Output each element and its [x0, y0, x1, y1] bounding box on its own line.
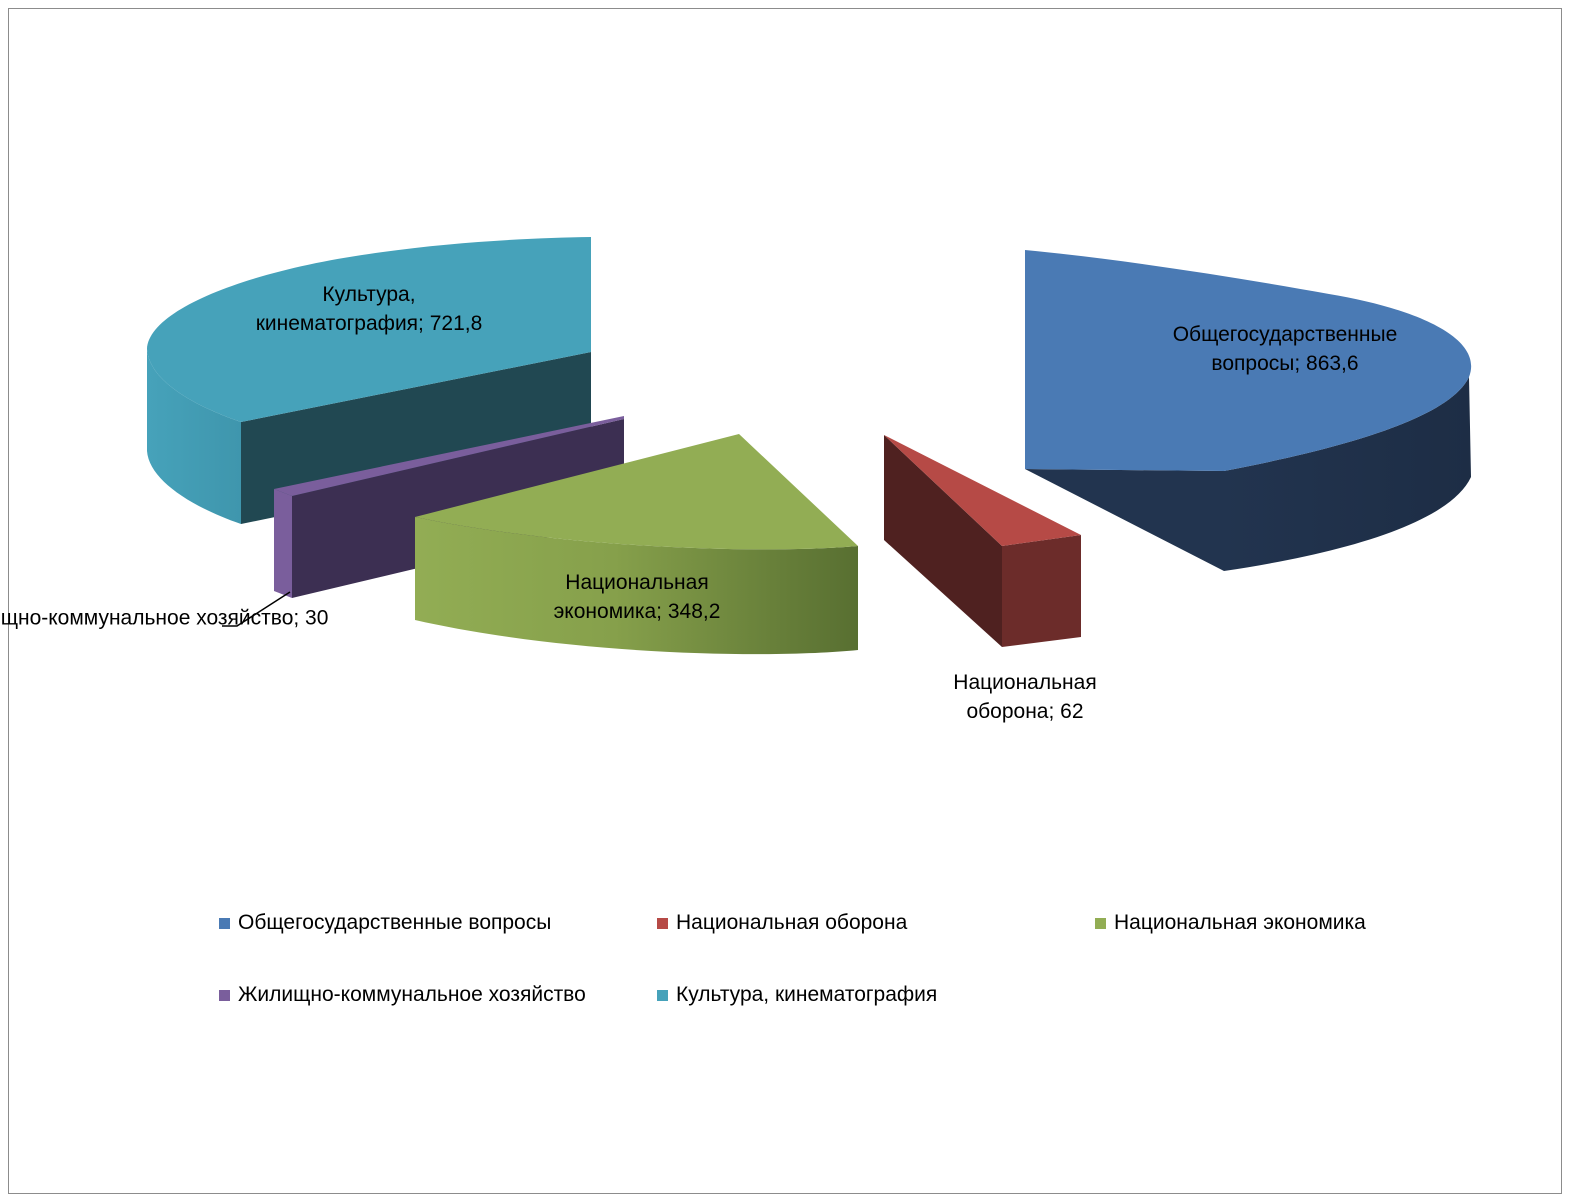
legend-label: Культура, кинематография: [676, 983, 938, 1006]
legend-swatch: [219, 989, 230, 1001]
pie-slice-side: [147, 349, 241, 524]
data-label: Национальная оборона; 62: [953, 671, 1097, 723]
pie-slice-top: [147, 237, 591, 422]
leader-line: [222, 591, 291, 627]
legend-label: Национальная оборона: [676, 911, 908, 934]
pie-slice-side: [415, 517, 858, 655]
pie-slice-side: [274, 489, 292, 598]
legend-swatch: [657, 917, 668, 929]
data-label: Культура, кинематография; 721,8: [255, 283, 483, 335]
legend-label: Жилищно-коммунальное хозяйство: [238, 983, 586, 1006]
pie-slice: [884, 435, 1081, 647]
legend-entry: Общегосударственные вопросы: [219, 911, 551, 935]
pie-slice-side: [1002, 535, 1081, 647]
legend-swatch: [1095, 917, 1106, 929]
pie-slice-side: [1224, 377, 1471, 571]
legend-swatch: [219, 917, 230, 929]
legend-entry: Жилищно-коммунальное хозяйство: [219, 983, 586, 1007]
legend-entry: Национальная экономика: [1095, 911, 1366, 935]
legend-label: Общегосударственные вопросы: [238, 911, 552, 934]
pie-chart: [147, 237, 1472, 655]
pie-slice: [415, 434, 858, 655]
pie-slice-top: [274, 416, 624, 496]
pie-slice-side: [884, 435, 1002, 647]
pie-slice-top: [1025, 250, 1472, 471]
data-label: Национальная экономика; 348,2: [553, 571, 721, 623]
legend-entry: Национальная оборона: [657, 911, 907, 935]
pie-slice-top: [884, 435, 1081, 546]
legend-entry: Культура, кинематография: [657, 983, 937, 1007]
pie-slice-side: [1025, 354, 1224, 571]
pie-slice-top: [415, 434, 858, 550]
data-label: Общегосударственные вопросы; 863,6: [1172, 323, 1398, 375]
legend-swatch: [657, 989, 668, 1001]
chart-area: Общегосударственные вопросы; 863,6 Национа…: [0, 8, 1562, 1194]
legend-label: Национальная экономика: [1114, 911, 1366, 934]
pie-slice: [1025, 250, 1472, 571]
data-label: Жилищно-коммунальное хозяйство; 30: [0, 606, 329, 630]
